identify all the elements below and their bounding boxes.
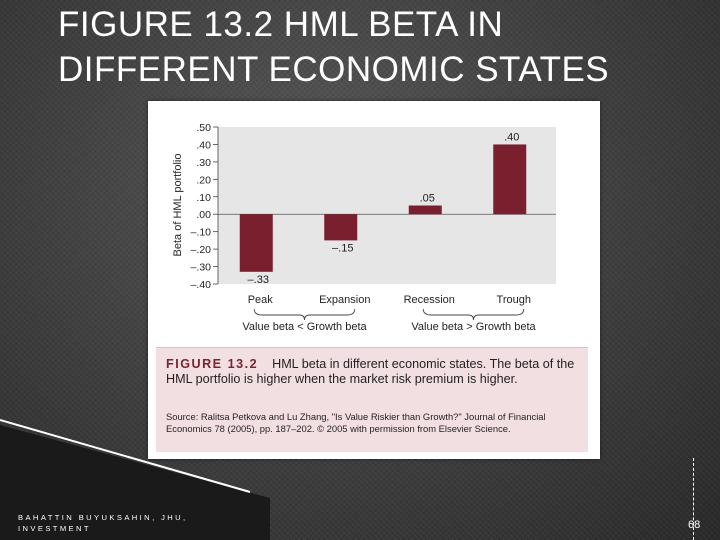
- y-tick-label: .10: [196, 192, 211, 204]
- bar-peak: [239, 214, 273, 272]
- slide-title: FIGURE 13.2 HML BETA IN DIFFERENT ECONOM…: [58, 2, 698, 92]
- bar-expansion: [324, 214, 358, 241]
- caption-box: FIGURE 13.2 HML beta in different economi…: [156, 347, 588, 452]
- figure-title: HML beta in different economic states. T…: [166, 357, 575, 386]
- y-tick-label: –.10: [191, 227, 212, 239]
- y-tick-label: .30: [196, 157, 211, 169]
- slide-title-line-2: DIFFERENT ECONOMIC STATES: [58, 50, 610, 89]
- bar-trough: [493, 144, 527, 215]
- figure-label: FIGURE 13.2: [166, 357, 259, 371]
- data-label: .40: [504, 131, 519, 143]
- figure-source: Source: Ralitsa Petkova and Lu Zhang, "I…: [166, 411, 546, 434]
- footer-line-2: INVESTMENT: [18, 524, 91, 533]
- group-label: Value beta > Growth beta: [411, 321, 536, 333]
- group-brackets: Value beta < Growth beta Value beta > Gro…: [242, 308, 536, 333]
- group-label: Value beta < Growth beta: [242, 321, 367, 333]
- page-number: 68: [688, 519, 701, 531]
- footer-credit: BAHATTIN BUYUKSAHIN, JHU, INVESTMENT: [18, 512, 188, 534]
- decorative-dashed-line: [693, 458, 694, 540]
- data-label: –.15: [332, 242, 353, 254]
- figure-caption: FIGURE 13.2 HML beta in different economi…: [166, 357, 580, 387]
- category-label: Expansion: [319, 294, 370, 306]
- slide-title-line-1: FIGURE 13.2 HML BETA IN: [58, 5, 504, 44]
- y-tick-label: .00: [196, 209, 211, 221]
- y-tick-label: .40: [196, 139, 211, 151]
- category-label: Peak: [248, 294, 274, 306]
- group-bracket: [253, 308, 356, 321]
- y-tick-label: .20: [196, 174, 211, 186]
- y-axis-label: Beta of HML portfolio: [172, 154, 184, 257]
- category-label: Trough: [497, 294, 531, 306]
- y-tick-label: –.30: [191, 262, 212, 274]
- data-label: .05: [420, 193, 435, 205]
- y-tick-label: –.20: [191, 244, 212, 256]
- footer-line-1: BAHATTIN BUYUKSAHIN, JHU,: [18, 513, 188, 522]
- hml-beta-bar-chart: Beta of HML portfolio .50 .40 .30 .20 .10 .00…: [172, 122, 556, 333]
- category-label: Recession: [404, 294, 455, 306]
- y-tick-label: –.40: [191, 279, 212, 291]
- y-ticks: .50 .40 .30 .20 .10 .00 –.10 –.20 –.30 –.40: [191, 122, 556, 291]
- bar-recession: [408, 205, 442, 215]
- category-labels: Peak Expansion Recession Trough: [248, 294, 531, 306]
- data-label: –.33: [248, 274, 269, 286]
- bars: [239, 144, 527, 272]
- group-bracket: [422, 308, 525, 321]
- data-labels: –.33 –.15 .05 .40: [248, 131, 520, 285]
- y-tick-label: .50: [196, 122, 211, 134]
- figure-panel: Beta of HML portfolio .50 .40 .30 .20 .10 .00…: [148, 101, 600, 459]
